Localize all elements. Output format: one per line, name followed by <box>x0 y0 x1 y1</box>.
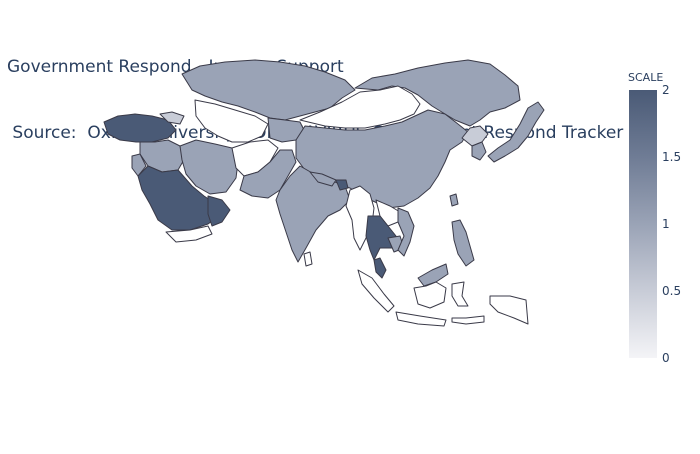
region-pakistan[interactable] <box>239 149 297 199</box>
colorbar-tick-1: 1 <box>662 217 670 231</box>
region-indonesia-small-islands[interactable] <box>451 315 485 325</box>
region-taiwan[interactable] <box>449 193 459 207</box>
region-malaysia-peninsula[interactable] <box>373 257 387 279</box>
colorbar-tick-2: 2 <box>662 83 670 97</box>
region-south-korea[interactable] <box>471 141 487 161</box>
region-turkey[interactable] <box>103 113 177 143</box>
region-indonesia-sumatra[interactable] <box>357 269 395 313</box>
region-georgia[interactable] <box>159 111 185 125</box>
region-indonesia-borneo[interactable] <box>413 281 447 309</box>
region-nepal[interactable] <box>309 171 337 187</box>
region-russia-east[interactable] <box>354 59 521 127</box>
region-uzbekistan[interactable] <box>194 99 269 143</box>
colorbar-tick-1-5: 1.5 <box>662 150 682 164</box>
region-yemen[interactable] <box>165 225 213 243</box>
region-indonesia-java[interactable] <box>395 311 447 327</box>
colorbar-tick-0: 0 <box>662 351 670 365</box>
region-bangladesh[interactable] <box>335 179 349 191</box>
region-oman[interactable] <box>207 195 231 227</box>
colorbar-tick-0-5: 0.5 <box>662 284 682 298</box>
region-india[interactable] <box>275 165 351 263</box>
region-indonesia-papua[interactable] <box>489 295 529 325</box>
region-thailand[interactable] <box>365 215 397 261</box>
region-vietnam[interactable] <box>397 207 415 257</box>
region-japan[interactable] <box>487 101 545 163</box>
colorbar-title: SCALE <box>628 71 664 84</box>
region-indonesia-sulawesi[interactable] <box>451 281 469 307</box>
region-north-korea[interactable] <box>461 125 489 147</box>
region-iran[interactable] <box>179 139 239 195</box>
region-iraq[interactable] <box>139 139 186 173</box>
region-jordan[interactable] <box>131 153 147 177</box>
region-sri-lanka[interactable] <box>303 251 313 267</box>
region-philippines[interactable] <box>451 219 475 267</box>
colorbar-legend: SCALE 2 1.5 1 0.5 0 <box>628 70 688 370</box>
colorbar-gradient <box>629 90 657 358</box>
region-mongolia[interactable] <box>299 85 421 129</box>
